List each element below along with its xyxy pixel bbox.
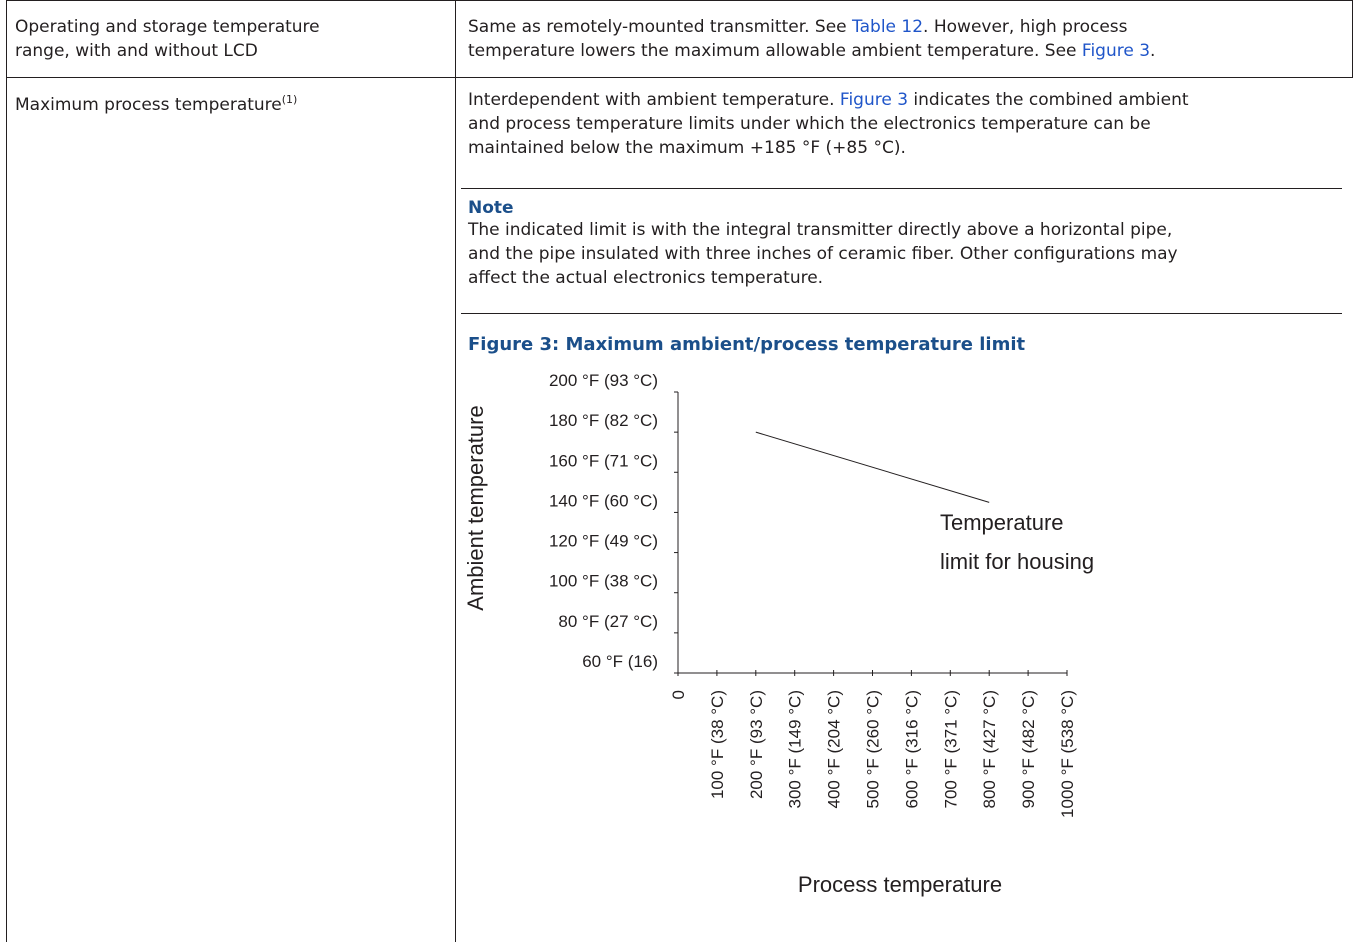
row-2-value-line-3: maintained below the maximum +185 °F (+8… xyxy=(468,138,906,158)
row-1-label: Operating and storage temperature range,… xyxy=(15,15,320,63)
note-title: Note xyxy=(468,198,514,218)
table-left-border xyxy=(6,0,7,942)
y-tick-label: 80 °F (27 °C) xyxy=(558,612,658,631)
annotation-line-1: Temperature xyxy=(940,510,1064,535)
chart-plot: 60 °F (16) 80 °F (27 °C) 100 °F (38 °C) 120… xyxy=(549,371,1077,818)
figure-3-link[interactable]: Figure 3 xyxy=(839,90,909,110)
row-1-label-line-2: range, with and without LCD xyxy=(15,41,258,61)
x-axis-title: Process temperature xyxy=(798,872,1002,897)
y-tick-label: 120 °F (49 °C) xyxy=(549,532,658,551)
y-tick-label: 160 °F (71 °C) xyxy=(549,451,658,470)
row-2-value-line-2: and process temperature limits under whi… xyxy=(468,114,1151,134)
row-2-label-text: Maximum process temperature xyxy=(15,95,282,115)
row-2-label: Maximum process temperature(1) xyxy=(15,88,297,117)
figure-3-link[interactable]: Figure 3 xyxy=(1081,41,1151,61)
x-tick-label: 0 xyxy=(669,690,688,699)
x-tick-label: 500 °F (260 °C) xyxy=(864,690,883,808)
figure-title: Figure 3: Maximum ambient/process temper… xyxy=(468,334,1026,355)
y-tick-label: 100 °F (38 °C) xyxy=(549,572,658,591)
x-tick-label: 400 °F (204 °C) xyxy=(825,690,844,808)
series-line xyxy=(755,431,990,503)
table-12-link[interactable]: Table 12 xyxy=(852,17,924,37)
row-1-value-line-2: temperature lowers the maximum allowable… xyxy=(468,39,1155,63)
row-1-value: Same as remotely-mounted transmitter. Se… xyxy=(468,15,1155,63)
x-tick-label: 300 °F (149 °C) xyxy=(786,690,805,808)
note-line-1: The indicated limit is with the integral… xyxy=(468,220,1173,240)
row-divider xyxy=(6,77,1353,78)
y-axis-title: Ambient temperature xyxy=(463,405,488,610)
x-tick-label: 200 °F (93 °C) xyxy=(747,690,766,799)
x-tick-label: 1000 °F (538 °C) xyxy=(1058,690,1077,818)
footnote-marker[interactable]: (1) xyxy=(281,93,298,106)
y-tick-label: 200 °F (93 °C) xyxy=(549,371,658,390)
table-right-border xyxy=(1352,0,1353,77)
y-tick-label: 140 °F (60 °C) xyxy=(549,491,658,510)
row-1-label-line-1: Operating and storage temperature xyxy=(15,17,320,37)
y-tick-label: 60 °F (16) xyxy=(582,652,658,671)
row-1-text: Same as remotely-mounted transmitter. Se… xyxy=(468,17,853,37)
row-1-text: temperature lowers the maximum allowable… xyxy=(468,41,1082,61)
table-top-border xyxy=(6,0,1353,1)
row-2-text: Interdependent with ambient temperature. xyxy=(468,90,840,110)
row-1-text: . xyxy=(1150,41,1156,61)
figure-top-rule xyxy=(461,313,1342,314)
column-divider xyxy=(455,0,456,942)
annotation-line-2: limit for housing xyxy=(940,549,1094,574)
row-2-text: indicates the combined ambient xyxy=(908,90,1189,110)
x-tick-label: 100 °F (38 °C) xyxy=(708,690,727,799)
row-2-value-line-1: Interdependent with ambient temperature.… xyxy=(468,88,1189,112)
spec-table: Operating and storage temperature range,… xyxy=(6,0,1353,942)
x-tick-label: 800 °F (427 °C) xyxy=(980,690,999,808)
note-body: The indicated limit is with the integral… xyxy=(468,218,1178,290)
note-top-rule xyxy=(461,188,1342,189)
row-2-value: Interdependent with ambient temperature.… xyxy=(468,88,1189,160)
note-line-3: affect the actual electronics temperatur… xyxy=(468,268,824,288)
x-tick-label: 700 °F (371 °C) xyxy=(941,690,960,808)
x-tick-label: 900 °F (482 °C) xyxy=(1019,690,1038,808)
row-1-text: . However, high process xyxy=(923,17,1128,37)
temperature-limit-chart: 60 °F (16) 80 °F (27 °C) 100 °F (38 °C) 120… xyxy=(463,371,1094,897)
row-1-value-line-1: Same as remotely-mounted transmitter. Se… xyxy=(468,15,1155,39)
y-tick-label: 180 °F (82 °C) xyxy=(549,411,658,430)
note-line-2: and the pipe insulated with three inches… xyxy=(468,244,1178,264)
x-tick-label: 600 °F (316 °C) xyxy=(902,690,921,808)
